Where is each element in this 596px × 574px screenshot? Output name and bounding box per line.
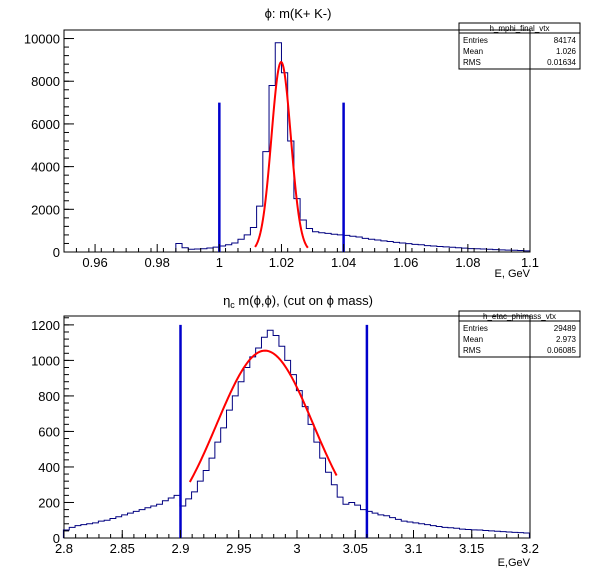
stats-value: 84174: [554, 36, 577, 45]
x-tick-label: 2.8: [55, 541, 73, 556]
x-tick-label: 1.02: [269, 255, 294, 270]
stats-key: Mean: [463, 335, 483, 344]
y-tick-label: 600: [38, 424, 60, 439]
y-tick-label: 6000: [31, 117, 60, 132]
y-tick-label: 0: [53, 531, 60, 546]
x-tick-label: 3.1: [404, 541, 422, 556]
y-tick-label: 8000: [31, 74, 60, 89]
y-tick-label: 10000: [24, 32, 60, 47]
y-tick-label: 1000: [31, 353, 60, 368]
y-tick-label: 1200: [31, 318, 60, 333]
x-axis-label: E, GeV: [495, 268, 531, 280]
chart-title: ηc m(ϕ,ϕ), (cut on ϕ mass): [223, 293, 373, 310]
plot-area: 2.8 2.85 2.9 2.95 3 3.05 3.1 3.15 3.2 0 200 400 600 8…: [31, 315, 539, 556]
x-tick-label: 3.2: [521, 541, 539, 556]
etac-mass-panel: ηc m(ϕ,ϕ), (cut on ϕ mass) h_etac_phimas…: [31, 293, 581, 569]
stats-value: 0.01634: [547, 58, 576, 67]
stats-value: 0.06085: [547, 346, 576, 355]
y-tick-label: 400: [38, 460, 60, 475]
x-tick-label: 3: [293, 541, 300, 556]
stats-key: Entries: [463, 324, 488, 333]
stats-value: 29489: [554, 324, 577, 333]
stats-value: 1.026: [556, 47, 577, 56]
histogram-series: [62, 329, 530, 538]
x-tick-label: 1.04: [331, 255, 356, 270]
stats-box-frame: [458, 310, 581, 358]
x-tick-label: 3.05: [343, 541, 368, 556]
y-tick-label: 4000: [31, 160, 60, 175]
y-tick-label: 2000: [31, 202, 60, 217]
stats-key: RMS: [463, 58, 481, 67]
plot-area: 0.96 0.98 1 1.02 1.04 1.06 1.08 1.1 0 2000 4000 600…: [24, 29, 539, 270]
chart-title: ϕ: m(K+ K-): [265, 6, 332, 21]
stats-key: Entries: [463, 36, 488, 45]
x-tick-label: 1.1: [521, 255, 539, 270]
y-tick-label: 800: [38, 389, 60, 404]
stats-key: Mean: [463, 47, 483, 56]
stats-value: 2.973: [556, 335, 577, 344]
x-tick-label: 3.15: [459, 541, 484, 556]
x-axis-label: E,GeV: [498, 557, 531, 569]
stats-box-frame: [458, 22, 581, 70]
y-tick-label: 0: [53, 245, 60, 260]
stats-name: h_mphi_final_vtx: [489, 24, 549, 33]
x-tick-label: 0.98: [145, 255, 170, 270]
x-tick-label: 2.95: [226, 541, 251, 556]
y-tick-label: 200: [38, 495, 60, 510]
gaussian-fit-line: [254, 61, 309, 249]
histogram-series: [175, 42, 531, 252]
x-tick-label: 1: [216, 255, 223, 270]
x-tick-label: 1.06: [393, 255, 418, 270]
x-tick-label: 0.96: [82, 255, 107, 270]
stats-key: RMS: [463, 346, 481, 355]
gaussian-fit-line: [188, 349, 338, 483]
x-tick-label: 2.9: [171, 541, 189, 556]
x-tick-label: 2.85: [110, 541, 135, 556]
x-tick-label: 1.08: [455, 255, 480, 270]
